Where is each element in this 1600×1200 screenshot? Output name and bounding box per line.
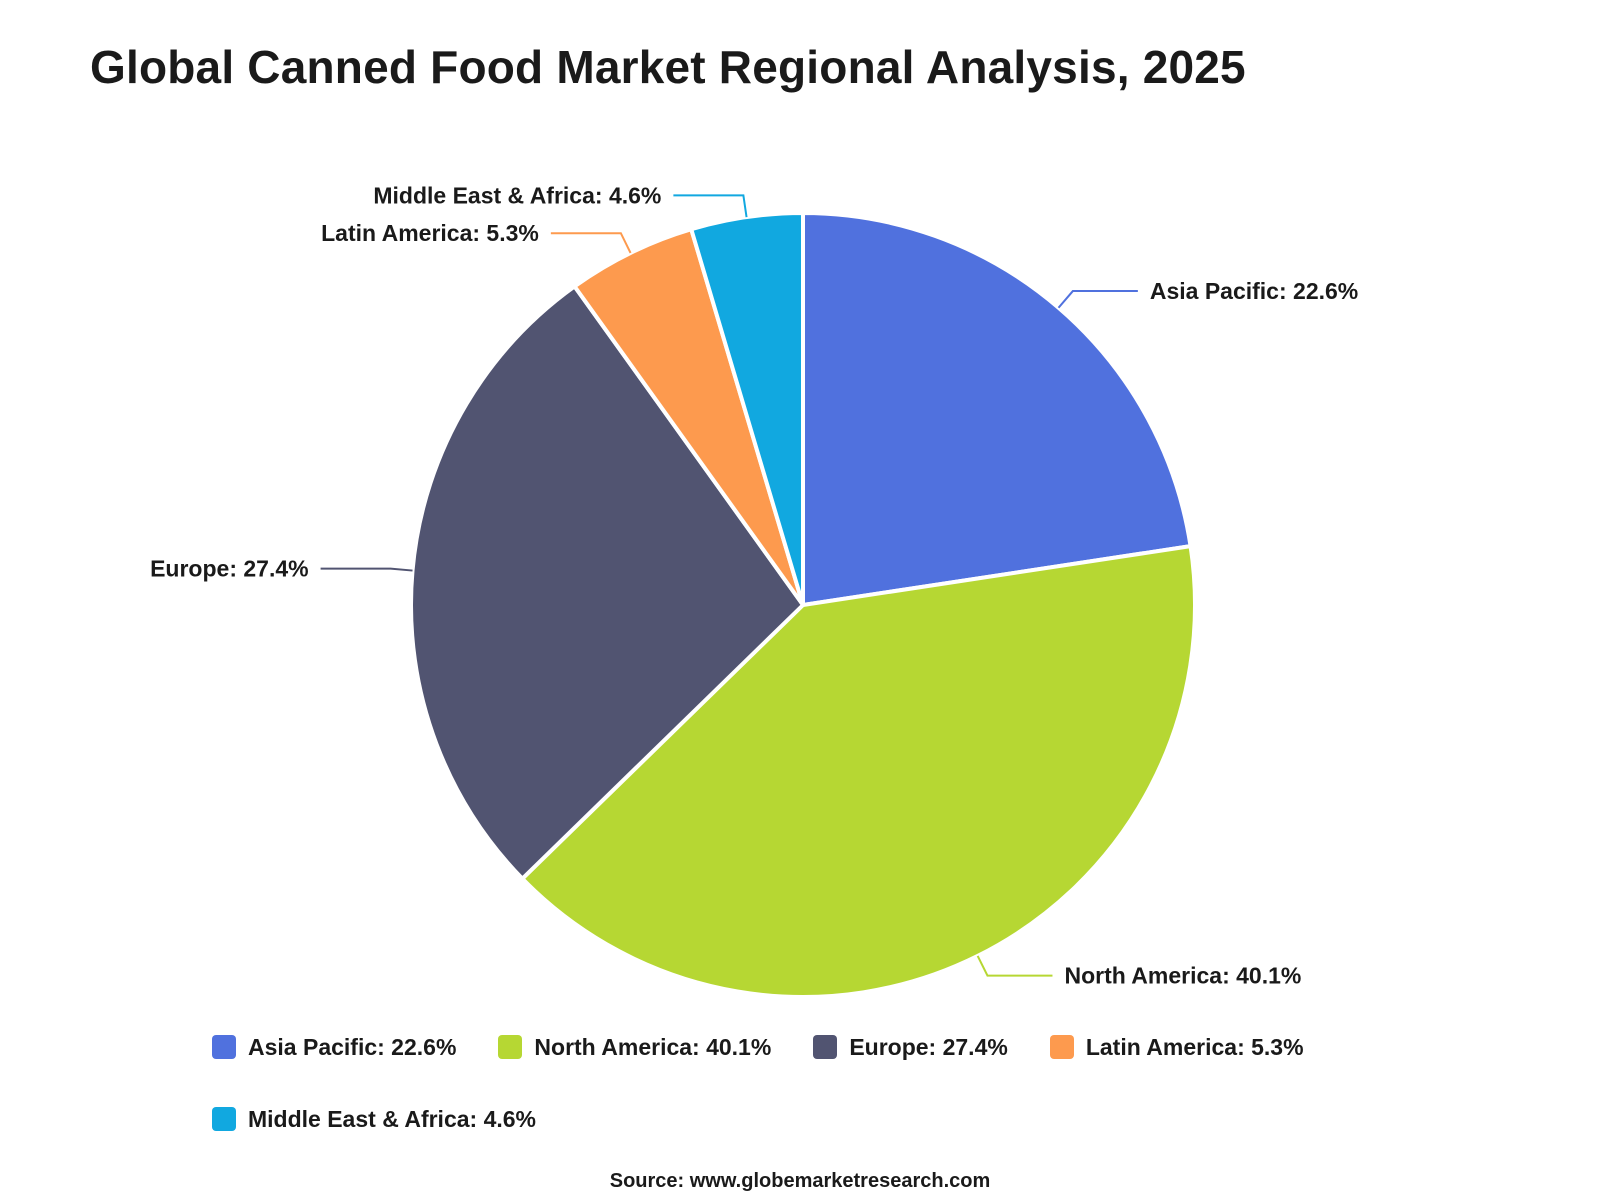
legend-label: Europe: 27.4% xyxy=(849,1033,1008,1060)
slice-label: Latin America: 5.3% xyxy=(321,220,539,246)
callout-line xyxy=(1057,290,1138,309)
legend-swatch xyxy=(212,1035,236,1059)
legend-label: Middle East & Africa: 4.6% xyxy=(248,1105,537,1132)
legend-item: Asia Pacific: 22.6% xyxy=(212,1030,456,1064)
legend-item: North America: 40.1% xyxy=(498,1030,771,1064)
legend-item: Europe: 27.4% xyxy=(813,1030,1008,1064)
legend-swatch xyxy=(1049,1035,1074,1059)
slice-label: Asia Pacific: 22.6% xyxy=(1150,278,1358,304)
legend-label: Asia Pacific: 22.6% xyxy=(248,1033,457,1060)
legend-label: North America: 40.1% xyxy=(534,1033,772,1060)
legend-item: Latin America: 5.3% xyxy=(1049,1030,1304,1064)
slice-label: Middle East & Africa: 4.6% xyxy=(373,182,661,208)
pie-slice xyxy=(409,284,805,881)
chart-title: Global Canned Food Market Regional Analy… xyxy=(90,41,1246,93)
legend-label: Latin America: 5.3% xyxy=(1085,1033,1304,1060)
pie-slices xyxy=(409,211,1197,999)
legend-swatch xyxy=(212,1107,236,1131)
legend-swatch xyxy=(813,1035,838,1059)
pie-slice xyxy=(520,544,1197,999)
callout-line xyxy=(673,194,748,218)
callout-line xyxy=(320,567,413,572)
pie-slice xyxy=(689,211,805,607)
pie-callouts: Asia Pacific: 22.6% North America: 40.1% E… xyxy=(150,182,1358,988)
callout-line xyxy=(550,232,632,254)
slice-label: Europe: 27.4% xyxy=(150,556,309,582)
callout-line xyxy=(976,955,1053,977)
slice-label: North America: 40.1% xyxy=(1064,963,1301,989)
legend-item: Middle East & Africa: 4.6% xyxy=(212,1102,536,1136)
pie-slice xyxy=(801,211,1193,607)
legend-swatch xyxy=(498,1035,523,1059)
source-note: Source: www.globemarketresearch.com xyxy=(609,1170,991,1192)
legend: Asia Pacific: 22.6% North America: 40.1% E… xyxy=(212,1030,1392,1136)
